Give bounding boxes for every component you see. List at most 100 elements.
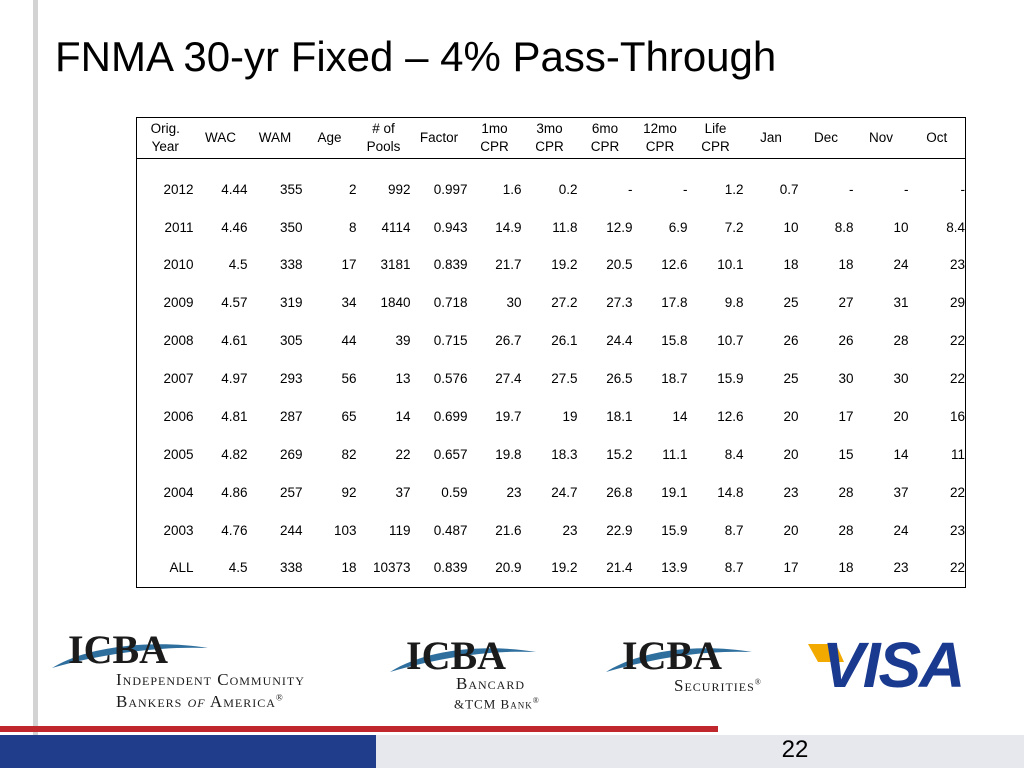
footer-red-bar: [0, 726, 718, 732]
slide-title: FNMA 30-yr Fixed – 4% Pass-Through: [55, 33, 777, 80]
table-cell: -: [960, 181, 966, 197]
icba-securities-logo: ICBA Securities®: [604, 612, 794, 716]
table-cell: 10: [893, 219, 909, 235]
visa-wordmark: VISA: [822, 629, 965, 701]
column-header-line: WAM: [258, 130, 292, 145]
table-row: 2006 4.81 287 65 14 0.699 19.7 19 18.1 14 12.6 20 17…: [137, 397, 966, 435]
table-cell: 23: [783, 484, 799, 500]
table-cell: 27.5: [551, 371, 578, 386]
table-cell: 28: [893, 333, 909, 349]
table-cell: 0.997: [433, 181, 468, 197]
table-row: 2010 4.5 338 17 3181 0.839 21.7 19.2 20.5 12.6 10.…: [137, 246, 966, 284]
table-cell: 26: [783, 333, 799, 349]
table-cell: 24: [893, 257, 909, 273]
table-cell: 2007: [163, 371, 194, 386]
icba-mark: ICBA: [68, 627, 169, 672]
table-cell: -: [683, 181, 688, 197]
column-header-line: Factor: [419, 130, 459, 145]
table-cell: 20: [783, 522, 799, 538]
column-header: 6mo CPR: [577, 117, 633, 159]
table-cell: 8.8: [834, 219, 854, 235]
table-cell: 20.5: [606, 257, 633, 273]
footer-blue-bar: [0, 735, 376, 768]
prepayment-table: Orig. Year WAC WAM Age # of Pools Factor 1mo CPR 3…: [136, 117, 966, 588]
table-cell: 8.7: [724, 522, 744, 538]
table-cell: 2011: [164, 219, 194, 235]
table-cell: 4.57: [221, 295, 248, 311]
table-cell: 1.6: [502, 181, 522, 197]
table-row: 2011 4.46 350 8 4114 0.943 14.9 11.8 12.9 6.9 7.2 1…: [137, 208, 966, 246]
table-cell: 21.6: [495, 522, 522, 538]
table-row: 2007 4.97 293 56 13 0.576 27.4 27.5 26.5 18.7 15.9…: [137, 360, 966, 398]
table-cell: 257: [279, 484, 303, 500]
table-row: 2005 4.82 269 82 22 0.657 19.8 18.3 15.2 11.1 8.4 2…: [137, 435, 966, 473]
table-cell: 4.81: [221, 408, 248, 424]
table-cell: 92: [341, 484, 357, 500]
table-cell: 22: [949, 560, 965, 576]
column-header: Jan: [743, 117, 799, 159]
table-cell: 4.5: [228, 560, 248, 576]
column-header-line: Year: [151, 139, 179, 154]
table-cell: 0.839: [433, 560, 468, 576]
column-header-line: Dec: [813, 130, 838, 145]
table-cell: 22: [395, 446, 411, 462]
table-cell: 2003: [163, 522, 194, 538]
table-cell: 22: [949, 333, 965, 349]
table-cell: 6.9: [668, 219, 688, 235]
column-header-line: CPR: [590, 139, 620, 154]
column-header-line: Pools: [366, 139, 401, 154]
table-cell: 27.3: [606, 295, 633, 311]
page-number: 22: [781, 736, 809, 763]
column-header-line: CPR: [645, 139, 675, 154]
table-cell: 30: [838, 371, 854, 386]
column-header-line: Orig.: [150, 121, 180, 136]
table-cell: 21.7: [495, 257, 522, 273]
table-cell: 34: [341, 295, 357, 311]
table-row: ALL 4.5 338 18 10373 0.839 20.9 19.2 21.4 13.9 8.7…: [137, 549, 966, 588]
table-cell: 8: [348, 219, 357, 235]
column-header-line: 1mo: [481, 121, 508, 136]
table-cell: 17: [783, 560, 799, 576]
table-cell: 4114: [381, 219, 411, 235]
table-cell: 27.2: [551, 295, 578, 311]
table-cell: 0.59: [441, 484, 468, 500]
table-cell: ALL: [169, 560, 194, 576]
table-row: 2008 4.61 305 44 39 0.715 26.7 26.1 24.4 15.8 10.7…: [137, 322, 966, 360]
table-cell: 0.715: [433, 333, 468, 349]
table-cell: -: [849, 181, 854, 197]
table-cell: 4.5: [228, 257, 248, 273]
table-cell: 19: [562, 408, 578, 424]
table-cell: 2: [348, 181, 357, 197]
column-header: Orig. Year: [136, 117, 194, 159]
table-row: 2003 4.76 244 103 119 0.487 21.6 23 22.9 15.9 8.7 2…: [137, 511, 966, 549]
table-cell: 23: [949, 257, 965, 273]
table-cell: 26.8: [606, 484, 633, 500]
securities-swoosh-icon: [606, 648, 752, 672]
icba-tagline-1: Independent Community: [116, 670, 305, 689]
table-cell: 12.6: [717, 408, 744, 424]
table-cell: 0.699: [433, 408, 468, 424]
table-cell: 22.9: [606, 522, 633, 538]
column-header-line: CPR: [535, 139, 564, 154]
table-cell: 18.3: [551, 446, 578, 462]
table-cell: 4.86: [221, 484, 248, 500]
table-cell: 21.4: [606, 560, 633, 576]
table-cell: 30: [506, 295, 522, 311]
table-cell: 338: [279, 257, 303, 273]
table-cell: 14.9: [495, 219, 522, 235]
table-cell: 14.8: [717, 484, 744, 500]
table-cell: 26.7: [495, 333, 522, 349]
icba-logo: ICBA Independent Community Bankers of Am…: [50, 612, 378, 716]
table-cell: -: [628, 181, 633, 197]
table-cell: 19.2: [551, 257, 578, 273]
table-cell: 37: [893, 484, 909, 500]
column-header-line: Nov: [868, 130, 893, 145]
table-cell: 244: [279, 522, 303, 538]
table-cell: 350: [279, 219, 303, 235]
table-cell: 24.4: [606, 333, 633, 349]
table-cell: 4.82: [221, 446, 248, 462]
table-cell: 26.5: [606, 371, 633, 386]
bancard-mark: ICBA: [406, 633, 507, 678]
column-header: WAC: [193, 117, 248, 159]
table-cell: 37: [395, 484, 411, 500]
